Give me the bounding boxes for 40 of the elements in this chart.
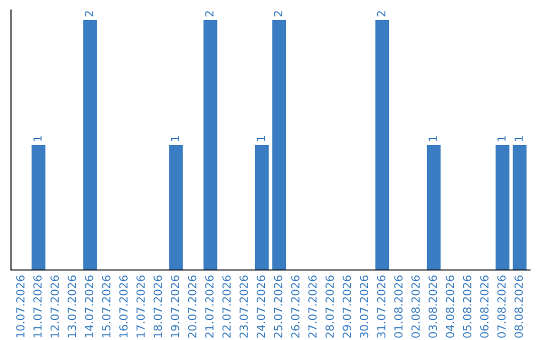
x-tick-label: 15.07.2026 bbox=[102, 276, 110, 338]
x-tick-label: 17.07.2026 bbox=[136, 276, 145, 338]
x-tick-label: 02.08.2026 bbox=[411, 276, 420, 338]
x-tick-label: 30.07.2026 bbox=[360, 276, 368, 338]
x-tick-label: 06.08.2026 bbox=[480, 276, 489, 338]
x-tick-label: 22.07.2026 bbox=[222, 276, 231, 338]
x-tick-label: 07.08.2026 bbox=[497, 276, 506, 338]
x-tick-label: 23.07.2026 bbox=[240, 276, 248, 338]
x-tick-label: 26.07.2026 bbox=[291, 276, 300, 338]
data-label: 1 bbox=[256, 136, 265, 141]
x-tick-label: 21.07.2026 bbox=[205, 276, 214, 338]
x-tick-label: 03.08.2026 bbox=[428, 276, 437, 338]
x-tick-label: 19.07.2026 bbox=[170, 276, 180, 338]
data-label: 1 bbox=[428, 136, 437, 141]
x-tick-label: 12.07.2026 bbox=[50, 276, 59, 338]
x-tick-label: 27.07.2026 bbox=[308, 276, 317, 338]
x-tick-label: 10.07.2026 bbox=[16, 276, 25, 338]
data-label: 2 bbox=[205, 11, 214, 16]
x-tick-label: 14.07.2026 bbox=[84, 276, 94, 338]
x-tick-label: 18.07.2026 bbox=[154, 276, 162, 338]
x-tick-label: 28.07.2026 bbox=[325, 276, 334, 338]
data-label: 1 bbox=[170, 136, 180, 141]
x-tick-label: 08.08.2026 bbox=[514, 276, 523, 338]
x-tick-label: 05.08.2026 bbox=[462, 276, 472, 338]
x-tick-label: 11.07.2026 bbox=[33, 276, 42, 338]
x-tick-label: 04.08.2026 bbox=[446, 276, 454, 338]
data-label: 1 bbox=[33, 136, 42, 141]
data-label: 2 bbox=[274, 11, 282, 16]
x-tick-label: 25.07.2026 bbox=[274, 276, 282, 338]
x-tick-label: 13.07.2026 bbox=[68, 276, 76, 338]
data-label: 2 bbox=[377, 11, 386, 16]
x-tick-label: 24.07.2026 bbox=[256, 276, 266, 338]
data-label: 1 bbox=[514, 136, 523, 141]
data-label: 1 bbox=[497, 136, 506, 141]
data-label: 2 bbox=[84, 11, 94, 16]
x-tick-label: 01.08.2026 bbox=[394, 276, 403, 338]
x-tick-label: 29.07.2026 bbox=[342, 276, 352, 338]
x-tick-label: 31.07.2026 bbox=[377, 276, 386, 338]
x-tick-label: 20.07.2026 bbox=[188, 276, 196, 338]
x-tick-label: 16.07.2026 bbox=[119, 276, 128, 338]
